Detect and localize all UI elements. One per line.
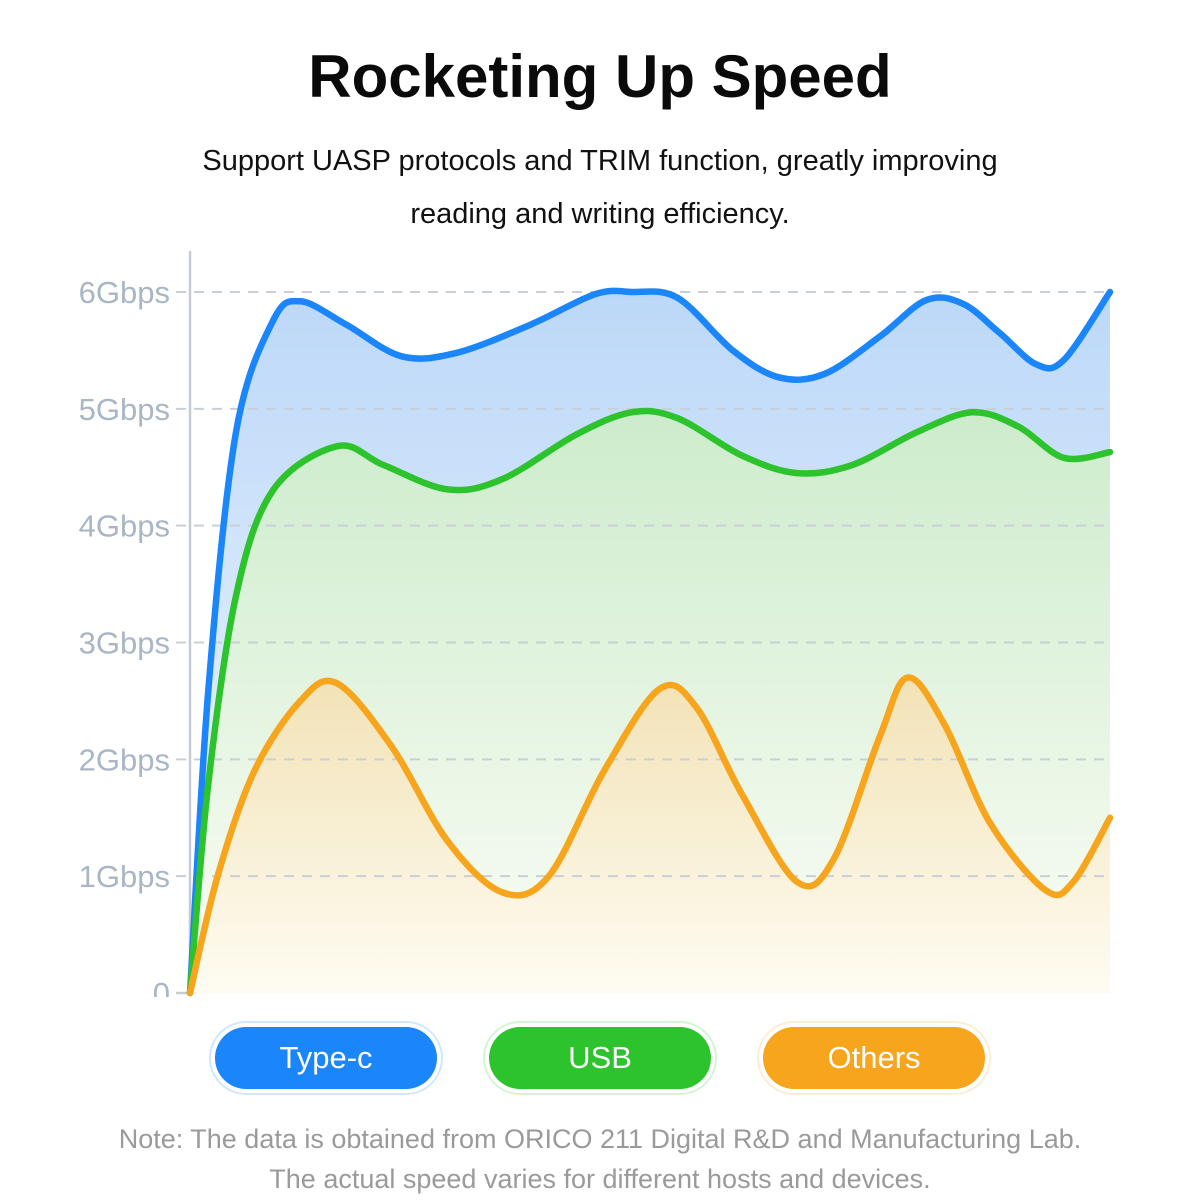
legend-label-type-c: Type-c xyxy=(279,1040,373,1075)
y-axis-label-3gbps: 3Gbps xyxy=(79,626,170,661)
series-line-others xyxy=(186,674,1114,997)
series-area-others xyxy=(190,677,1110,993)
page-title: Rocketing Up Speed xyxy=(308,43,892,110)
subtitle: Support UASP protocols and TRIM function… xyxy=(0,135,1200,241)
y-axis-label-5gbps: 5Gbps xyxy=(79,392,170,427)
footnote-line-1: Note: The data is obtained from ORICO 21… xyxy=(118,1124,1082,1154)
y-axis-label-0: 0 xyxy=(153,976,170,997)
legend-label-usb: USB xyxy=(568,1040,632,1075)
series-line-usb xyxy=(186,407,1114,997)
y-axis-label-1gbps: 1Gbps xyxy=(79,859,170,894)
footnote: Note: The data is obtained from ORICO 21… xyxy=(0,1119,1200,1199)
footnote-line-2: The actual speed varies for different ho… xyxy=(269,1164,931,1194)
y-axis-label-6gbps: 6Gbps xyxy=(79,275,170,310)
legend: Type-c USB Others xyxy=(0,1027,1200,1089)
subtitle-line-2: reading and writing efficiency. xyxy=(410,198,790,230)
y-axis-label-4gbps: 4Gbps xyxy=(79,509,170,544)
y-axis-label-2gbps: 2Gbps xyxy=(79,742,170,777)
legend-item-others: Others xyxy=(763,1027,985,1089)
legend-item-type-c: Type-c xyxy=(215,1027,437,1089)
legend-item-usb: USB xyxy=(489,1027,711,1089)
subtitle-line-1: Support UASP protocols and TRIM function… xyxy=(202,145,998,177)
legend-label-others: Others xyxy=(827,1040,921,1075)
series-line-type-c xyxy=(186,287,1114,997)
speed-chart: 6Gbps 5Gbps 4Gbps 3Gbps 2Gbps 1Gbps 0 xyxy=(79,251,1114,997)
